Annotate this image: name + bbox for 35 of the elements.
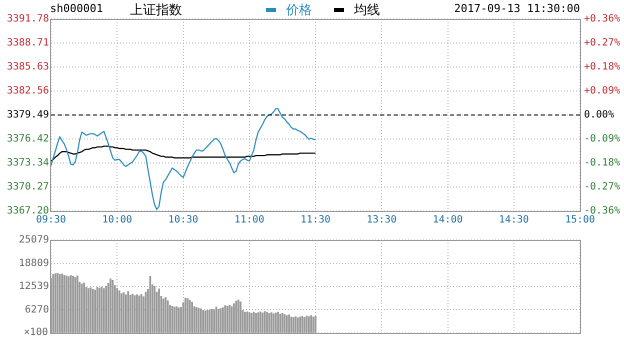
y2-tick-label: +0.36% xyxy=(584,14,620,25)
x-tick-label: 13:30 xyxy=(366,214,397,226)
y-tick-label: 3391.78 xyxy=(6,14,49,25)
text: 2017-09-13 11:30:00 xyxy=(454,2,580,15)
x-tick-label: 15:00 xyxy=(564,214,596,226)
y-tick-label: 6270 xyxy=(24,304,49,316)
y2-tick-label: -0.18% xyxy=(584,158,620,169)
x-tick-label: 14:00 xyxy=(432,214,463,226)
x-tick-label: 10:30 xyxy=(168,214,198,226)
y2-tick-label: -0.09% xyxy=(584,134,620,145)
y-tick-label: 25079 xyxy=(18,234,49,246)
y-tick-label: 3373.34 xyxy=(6,158,49,169)
legend-label: 均线 xyxy=(354,2,380,19)
y-axis-title: ×100 xyxy=(22,327,48,338)
x-tick-label: 11:00 xyxy=(234,214,264,226)
y2-tick-label: +0.18% xyxy=(584,62,620,73)
x-tick-label: 09:30 xyxy=(36,214,66,226)
y-tick-label: 18809 xyxy=(18,258,49,269)
x-tick-label: 14:30 xyxy=(498,214,529,226)
y-tick-label: 12539 xyxy=(18,281,49,292)
y-tick-label: 3382.56 xyxy=(6,86,49,97)
y2-tick-label: +0.09% xyxy=(584,86,620,97)
chart-title: 上证指数 xyxy=(130,2,182,19)
y-tick-label: 3376.42 xyxy=(6,134,49,145)
y-tick-label: 3370.27 xyxy=(6,182,49,193)
x-tick-label: 11:30 xyxy=(300,214,331,226)
y-tick-label: 3388.71 xyxy=(6,38,49,49)
y2-tick-label: 0.00% xyxy=(584,110,614,121)
legend-label: 价格 xyxy=(286,2,312,19)
chart-subtitle: sh000001 xyxy=(50,2,103,15)
y-tick-label: 3385.63 xyxy=(6,62,49,73)
y2-tick-label: +0.27% xyxy=(584,38,620,49)
x-tick-label: 10:00 xyxy=(102,214,132,226)
y-tick-label: 3379.49 xyxy=(6,110,49,121)
y2-tick-label: -0.27% xyxy=(584,182,620,193)
